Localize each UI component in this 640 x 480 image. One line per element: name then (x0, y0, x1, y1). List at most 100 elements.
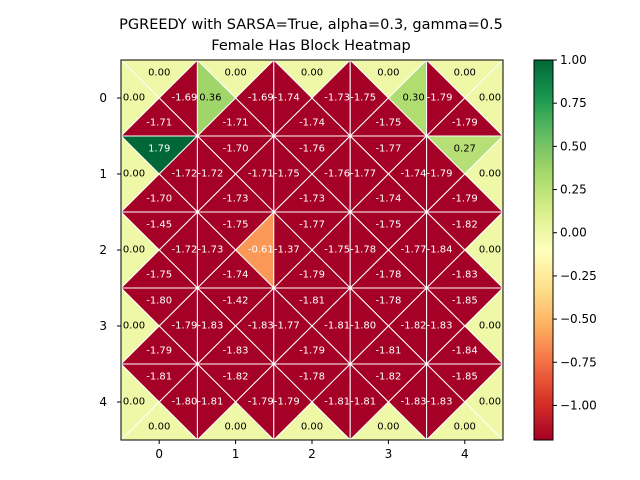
cell-label-0-2-top: 0.00 (301, 67, 323, 78)
cell-label-0-2-left: -1.74 (274, 93, 300, 104)
cell-label-4-1-left: -1.81 (197, 397, 223, 408)
cell-label-3-0-right: -1.79 (171, 321, 197, 332)
cell-label-4-0-left: 0.00 (123, 397, 145, 408)
y-tick-label: 1 (99, 167, 107, 181)
colorbar-tick-label: −1.00 (560, 398, 597, 412)
cell-label-0-1-bottom: -1.71 (223, 118, 249, 129)
y-axis: 0 1 2 3 4 (99, 91, 121, 409)
colorbar-tick-label: 0.75 (560, 96, 587, 110)
cell-label-1-1-top: -1.70 (223, 143, 249, 154)
cell-label-4-1-top: -1.82 (223, 371, 249, 382)
cell-label-4-4-left: -1.83 (427, 397, 453, 408)
cell-label-4-4-top: -1.85 (452, 371, 478, 382)
cell-label-2-1-top: -1.75 (223, 219, 249, 230)
cell-label-0-4-top: 0.00 (454, 67, 476, 78)
colorbar-tick-label: 0.00 (560, 226, 587, 240)
cell-label-0-3-bottom: -1.75 (375, 118, 401, 129)
cell-label-2-0-top: -1.45 (146, 219, 172, 230)
cell-label-4-1-right: -1.79 (248, 397, 274, 408)
colorbar-tick-label: 0.25 (560, 183, 587, 197)
cell-label-1-2-bottom: -1.73 (299, 194, 325, 205)
colorbar (533, 59, 554, 441)
cell-label-2-1-right: -0.61 (248, 245, 274, 256)
cell-label-1-4-top: 0.27 (454, 143, 476, 154)
cell-label-3-1-top: -1.42 (223, 295, 249, 306)
cell-label-2-1-left: -1.73 (197, 245, 223, 256)
cell-label-2-4-top: -1.82 (452, 219, 478, 230)
y-tick-label: 2 (99, 243, 107, 257)
heatmap-cells: 0.000.00 -1.69-1.710.000.36 -1.69-1.710.00… (119, 58, 505, 442)
x-tick-label: 1 (232, 447, 240, 461)
cell-label-2-4-right: 0.00 (479, 245, 501, 256)
cell-label-3-4-left: -1.83 (427, 321, 453, 332)
colorbar-tick-label: −0.75 (560, 355, 597, 369)
y-tick-label: 4 (99, 395, 107, 409)
cell-label-0-0-bottom: -1.71 (146, 118, 172, 129)
cell-label-0-3-right: 0.30 (402, 93, 424, 104)
cell-label-3-4-bottom: -1.84 (452, 346, 478, 357)
cell-label-0-1-right: -1.69 (248, 93, 274, 104)
cell-label-2-4-left: -1.84 (427, 245, 453, 256)
cell-label-4-3-right: -1.83 (401, 397, 427, 408)
cell-label-1-0-left: 0.00 (123, 169, 145, 180)
cell-label-4-2-top: -1.78 (299, 371, 325, 382)
cell-label-4-2-left: -1.79 (274, 397, 300, 408)
cell-label-3-0-left: 0.00 (123, 321, 145, 332)
cell-label-1-3-bottom: -1.74 (375, 194, 401, 205)
colorbar-tick-label: 0.50 (560, 139, 587, 153)
y-tick-label: 3 (99, 319, 107, 333)
cell-label-3-1-left: -1.83 (197, 321, 223, 332)
cell-label-3-3-left: -1.80 (350, 321, 376, 332)
colorbar-tick-label: −0.50 (560, 312, 597, 326)
cell-label-2-4-bottom: -1.83 (452, 270, 478, 281)
y-tick-label: 0 (99, 91, 107, 105)
cell-label-1-0-top: 1.79 (148, 143, 170, 154)
cell-label-3-0-top: -1.80 (146, 295, 172, 306)
chart-title-line1: PGREEDY with SARSA=True, alpha=0.3, gamm… (119, 17, 503, 33)
cell-label-4-3-top: -1.82 (375, 371, 401, 382)
cell-label-2-2-top: -1.77 (299, 219, 325, 230)
colorbar-axis: 1.00 0.75 0.50 0.25 0.00 −0.25 −0.50 −0.75 −1.00 (553, 53, 597, 412)
colorbar-tick-label: −0.25 (560, 269, 597, 283)
cell-label-3-1-right: -1.83 (248, 321, 274, 332)
colorbar-tick-label: 1.00 (560, 53, 587, 67)
cell-label-1-3-top: -1.77 (375, 143, 401, 154)
cell-label-2-2-right: -1.75 (324, 245, 350, 256)
cell-label-1-1-right: -1.71 (248, 169, 274, 180)
cell-label-1-3-left: -1.77 (350, 169, 376, 180)
x-tick-label: 4 (461, 447, 469, 461)
cell-label-3-3-top: -1.78 (375, 295, 401, 306)
cell-label-0-1-top: 0.00 (224, 67, 246, 78)
cell-label-1-0-bottom: -1.70 (146, 194, 172, 205)
cell-label-3-2-left: -1.77 (274, 321, 300, 332)
cell-label-2-3-bottom: -1.78 (375, 270, 401, 281)
cell-label-3-2-right: -1.81 (324, 321, 350, 332)
cell-label-4-4-right: 0.00 (479, 397, 501, 408)
cell-label-0-0-top: 0.00 (148, 67, 170, 78)
cell-label-4-4-bottom: 0.00 (454, 422, 476, 433)
cell-label-2-1-bottom: -1.74 (223, 270, 249, 281)
cell-label-1-4-right: 0.00 (479, 169, 501, 180)
cell-label-1-4-left: -1.79 (427, 169, 453, 180)
cell-label-4-1-bottom: 0.00 (224, 422, 246, 433)
cell-label-0-3-top: 0.00 (377, 67, 399, 78)
cell-label-1-3-right: -1.74 (401, 169, 427, 180)
cell-label-3-0-bottom: -1.79 (146, 346, 172, 357)
cell-label-4-2-right: -1.81 (324, 397, 350, 408)
cell-label-0-1-left: 0.36 (199, 93, 221, 104)
cell-label-0-4-left: -1.79 (427, 93, 453, 104)
cell-label-1-2-right: -1.76 (324, 169, 350, 180)
cell-label-2-2-bottom: -1.79 (299, 270, 325, 281)
cell-label-0-0-left: 0.00 (123, 93, 145, 104)
cell-label-1-4-bottom: -1.79 (452, 194, 478, 205)
cell-label-1-2-top: -1.76 (299, 143, 325, 154)
cell-label-1-1-bottom: -1.73 (223, 194, 249, 205)
cell-label-2-3-top: -1.75 (375, 219, 401, 230)
x-tick-label: 2 (308, 447, 316, 461)
cell-label-4-0-right: -1.80 (171, 397, 197, 408)
cell-label-4-0-bottom: 0.00 (148, 422, 170, 433)
cell-label-1-1-left: -1.72 (197, 169, 223, 180)
cell-label-3-2-bottom: -1.79 (299, 346, 325, 357)
cell-label-0-0-right: -1.69 (171, 93, 197, 104)
cell-label-4-3-bottom: 0.00 (377, 422, 399, 433)
